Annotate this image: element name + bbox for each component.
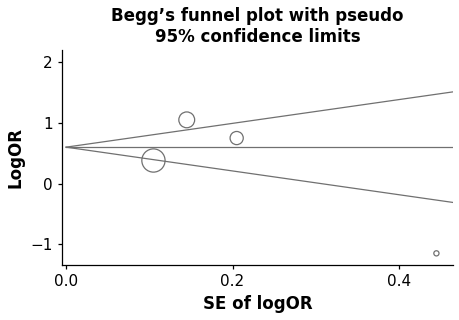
Title: Begg’s funnel plot with pseudo
95% confidence limits: Begg’s funnel plot with pseudo 95% confi… — [111, 7, 403, 46]
Y-axis label: LogOR: LogOR — [7, 127, 25, 188]
X-axis label: SE of logOR: SE of logOR — [202, 295, 312, 313]
Point — [150, 158, 157, 163]
Point — [432, 251, 439, 256]
Point — [183, 117, 190, 123]
Point — [233, 135, 240, 140]
